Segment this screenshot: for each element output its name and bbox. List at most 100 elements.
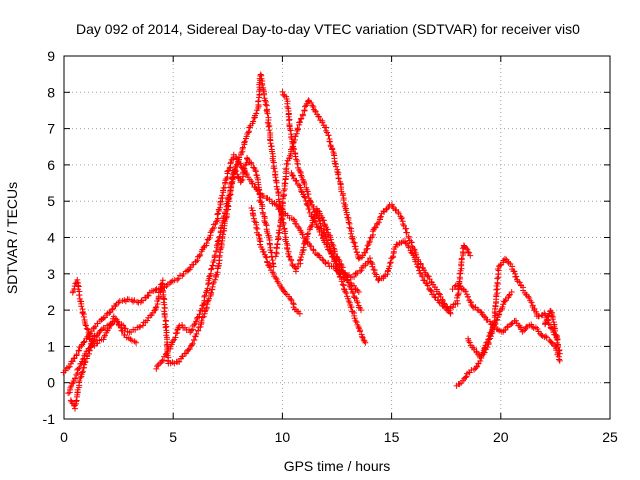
data-point (541, 310, 548, 317)
data-point (259, 81, 266, 88)
data-point (260, 91, 267, 98)
data-point (259, 205, 266, 212)
data-point (351, 315, 358, 322)
data-point (125, 296, 132, 303)
data-point (73, 398, 80, 405)
data-point (267, 140, 274, 147)
data-point (196, 253, 203, 260)
data-point (346, 224, 353, 231)
data-point (374, 220, 381, 227)
data-point (76, 347, 83, 354)
data-point (416, 267, 423, 274)
data-point (312, 209, 319, 216)
data-point (239, 176, 246, 183)
data-point (473, 349, 480, 356)
data-point (162, 324, 169, 331)
data-point (366, 255, 373, 262)
data-point (250, 215, 257, 222)
data-point (227, 184, 234, 191)
data-point (220, 213, 227, 220)
data-point (169, 338, 176, 345)
data-point (208, 265, 215, 272)
y-tick-label: 5 (47, 193, 55, 209)
data-point (308, 223, 315, 230)
data-point (195, 327, 202, 334)
data-point (308, 199, 315, 206)
data-point (297, 168, 304, 175)
data-point (490, 323, 497, 330)
data-point (215, 237, 222, 244)
data-point (322, 259, 329, 266)
data-point (239, 144, 246, 151)
data-point (359, 333, 366, 340)
data-point (194, 314, 201, 321)
data-point (272, 253, 279, 260)
data-point (214, 211, 221, 218)
data-point (152, 287, 159, 294)
data-point (317, 220, 324, 227)
data-point (481, 349, 488, 356)
data-point (78, 342, 85, 349)
data-point (497, 307, 504, 314)
data-point (66, 363, 73, 370)
data-point (81, 359, 88, 366)
y-tick-label: 7 (47, 121, 55, 137)
data-point (544, 316, 551, 323)
data-point (334, 261, 341, 268)
data-point (529, 323, 536, 330)
data-point (353, 319, 360, 326)
data-point (311, 217, 318, 224)
data-point (355, 323, 362, 330)
data-point (189, 323, 196, 330)
data-point (301, 193, 308, 200)
data-point (201, 293, 208, 300)
data-point (286, 253, 293, 260)
data-point (473, 364, 480, 371)
data-point (215, 263, 222, 270)
data-point (296, 310, 303, 317)
data-point (205, 280, 212, 287)
data-point (328, 250, 335, 257)
data-point (274, 240, 281, 247)
data-point (458, 255, 465, 262)
data-point (204, 285, 211, 292)
data-point (241, 138, 248, 145)
data-point (72, 375, 79, 382)
data-point (297, 119, 304, 126)
data-point (484, 344, 491, 351)
data-point (443, 307, 450, 314)
data-point (323, 241, 330, 248)
data-point (302, 198, 309, 205)
data-point (172, 334, 179, 341)
data-point (209, 262, 216, 269)
data-point (281, 230, 288, 237)
data-point (549, 316, 556, 323)
data-point (516, 279, 523, 286)
data-point (501, 298, 508, 305)
y-tick-label: 9 (47, 48, 55, 64)
data-point (305, 191, 312, 198)
data-point (454, 292, 461, 299)
data-point (375, 219, 382, 226)
data-point (492, 302, 499, 309)
data-point (314, 212, 321, 219)
data-point (147, 312, 154, 319)
data-point (350, 290, 357, 297)
x-tick-label: 0 (60, 429, 68, 445)
data-point (455, 291, 462, 298)
data-point (161, 305, 168, 312)
data-point (266, 127, 273, 134)
data-point (69, 358, 76, 365)
data-point (494, 265, 501, 272)
data-point (375, 276, 382, 283)
data-point (206, 235, 213, 242)
data-point (185, 346, 192, 353)
data-point (266, 262, 273, 269)
data-point (327, 138, 334, 145)
data-point (75, 283, 82, 290)
data-point (551, 325, 558, 332)
data-point (262, 253, 269, 260)
data-point (115, 321, 122, 328)
data-point (151, 307, 158, 314)
data-point (109, 306, 116, 313)
